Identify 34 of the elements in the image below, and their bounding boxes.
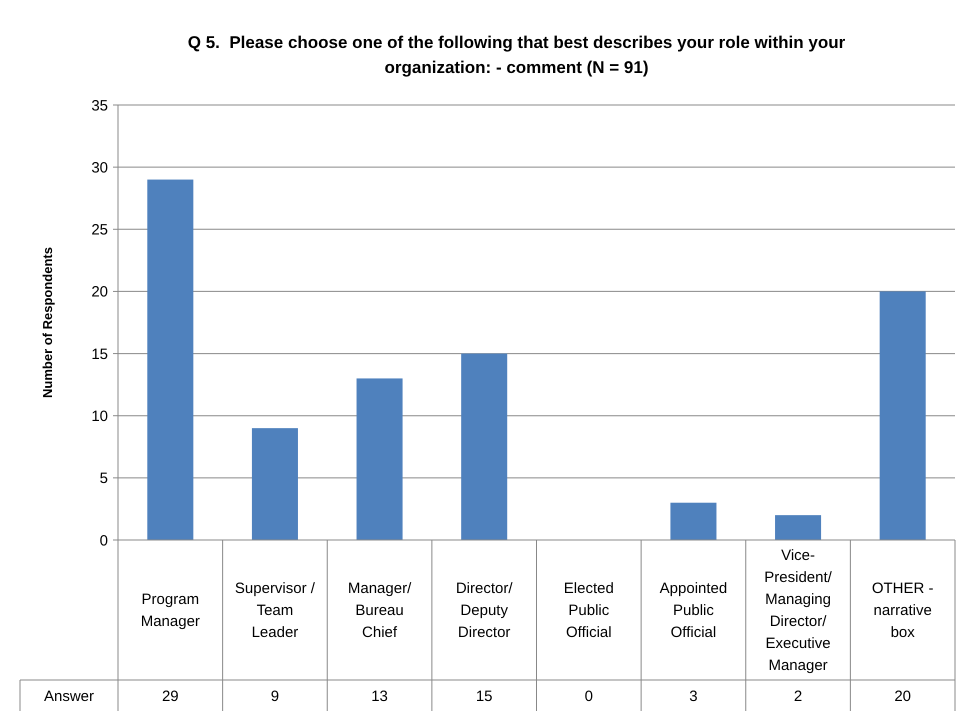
data-label: 13 [371,688,388,705]
y-tick-label: 5 [100,470,108,488]
y-tick-label: 35 [91,97,108,114]
data-label: 20 [894,688,912,705]
y-tick-label: 30 [91,159,108,176]
text: Answer [44,688,94,705]
bar [356,378,403,540]
data-label: 15 [476,688,493,705]
data-label: 29 [162,688,179,705]
x-tick-label: Elected Public Official [564,580,614,641]
x-tick-label: Vice- President/ Managing Director/ Executive Manager [764,547,833,674]
x-tick-label: Supervisor / Team Leader [234,580,316,641]
bar [461,354,508,540]
x-tick-label: Manager/ Bureau Chief [348,580,412,641]
data-label: 0 [584,688,593,705]
x-tick-label: Director/ Deputy Director [456,580,514,641]
data-label: 2 [794,688,802,705]
bar [147,180,194,540]
bar [880,291,926,540]
bar [775,515,822,540]
bar [670,502,716,540]
y-axis-title: Number of Respondents [40,247,55,398]
y-tick-label: 15 [91,346,108,363]
y-tick-label: 20 [91,284,108,301]
data-label: 3 [689,688,698,705]
x-tick-label: OTHER - narrative box [872,580,934,641]
data-label: 9 [270,688,280,705]
y-tick-label: 10 [91,408,108,425]
y-tick-label: 25 [91,222,108,239]
bar [252,428,298,540]
x-tick-label: Program Manager [140,591,200,630]
y-tick-label: 0 [100,532,108,550]
chart-title: Q 5. Please choose one of the following that best describes your role within your organization: - comment (N = 91) [188,33,846,77]
x-tick-label: Appointed Public Official [660,580,728,641]
